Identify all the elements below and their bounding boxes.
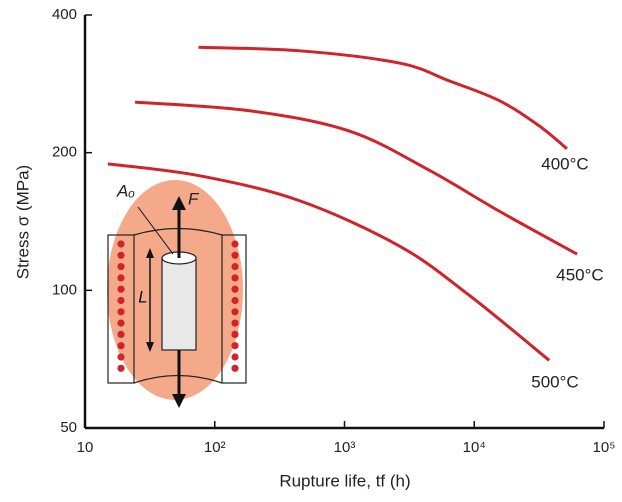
annotation: F: [188, 189, 200, 208]
coil: [117, 263, 125, 271]
series-label: 450°C: [556, 265, 603, 284]
coil: [231, 364, 239, 372]
x-tick-label: 10⁴: [463, 439, 486, 456]
coil: [231, 330, 239, 338]
coil: [231, 342, 239, 350]
coil: [231, 285, 239, 293]
coil: [231, 274, 239, 282]
annotation: Aₒ: [116, 181, 135, 200]
arrow-head: [172, 196, 186, 210]
coil: [117, 308, 125, 316]
specimen-illustration: Aₒ F L: [107, 180, 247, 408]
coil: [117, 330, 125, 338]
coil: [231, 263, 239, 271]
x-tick-label: 10³: [334, 439, 356, 456]
coil: [117, 319, 125, 327]
coil: [231, 251, 239, 259]
series-label: 400°C: [541, 154, 588, 173]
coil: [231, 240, 239, 248]
y-axis-label: Stress σ (MPa): [13, 165, 32, 279]
x-tick-label: 10²: [204, 439, 226, 456]
x-tick-label: 10: [77, 439, 94, 456]
coil: [117, 240, 125, 248]
coil: [231, 296, 239, 305]
data-line: [107, 162, 551, 362]
y-tick-label: 200: [52, 144, 77, 161]
annotation: L: [138, 287, 147, 306]
coil: [117, 364, 125, 372]
specimen: [161, 257, 197, 351]
leader-line: [137, 206, 174, 255]
data-line: [134, 100, 578, 256]
heating-coils: [117, 240, 239, 372]
coil: [117, 285, 125, 293]
coil: [231, 308, 239, 316]
arrow-head: [172, 394, 186, 408]
furnace-wall: [221, 234, 247, 384]
x-tick-label: 10⁵: [593, 439, 616, 456]
data-line: [198, 45, 568, 150]
coil: [117, 342, 125, 350]
coil: [117, 296, 125, 305]
coil: [117, 353, 125, 361]
furnace-wall: [107, 234, 135, 384]
y-tick-label: 100: [52, 281, 77, 298]
series-label: 500°C: [531, 372, 578, 391]
y-tick-label: 400: [52, 6, 77, 23]
x-axis-label: Rupture life, tf (h): [279, 471, 410, 490]
coil: [231, 319, 239, 327]
coil: [231, 353, 239, 361]
y-tick-label: 50: [60, 419, 77, 436]
coil: [117, 251, 125, 259]
coil: [117, 274, 125, 282]
